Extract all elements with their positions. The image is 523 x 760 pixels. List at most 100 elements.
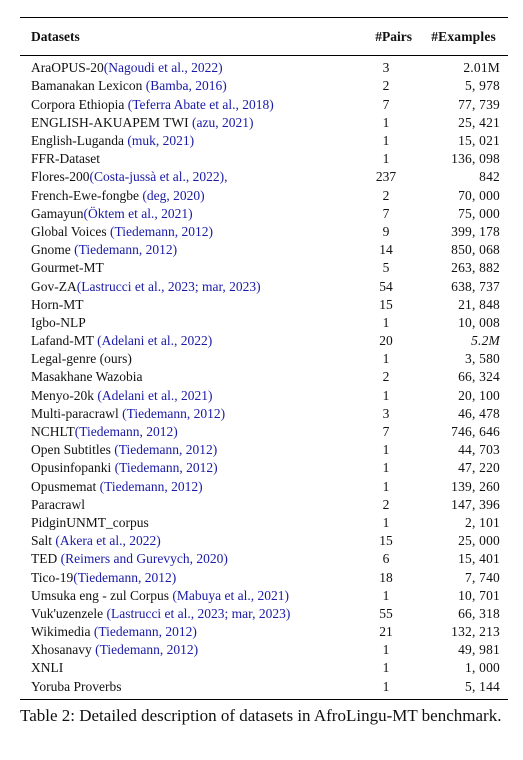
table-row: TED (Reimers and Gurevych, 2020) 6 15, 401 <box>20 550 508 568</box>
dataset-citation[interactable]: (Adelani et al., 2021) <box>97 388 212 403</box>
dataset-citation[interactable]: (Nagoudi et al., 2022) <box>104 60 223 75</box>
table-body: AraOPUS-20(Nagoudi et al., 2022) 3 2.01M Ba… <box>20 56 508 699</box>
dataset-name: Lafand-MT <box>31 333 94 348</box>
dataset-name-cell: ENGLISH-AKUAPEM TWI (azu, 2021) <box>20 115 356 131</box>
dataset-name: Global Voices <box>31 224 107 239</box>
dataset-name: Corpora Ethiopia <box>31 97 124 112</box>
dataset-name: English-Luganda <box>31 133 124 148</box>
dataset-citation[interactable]: (Tiedemann, 2012) <box>110 224 213 239</box>
table-row: Yoruba Proverbs 1 5, 144 <box>20 678 508 696</box>
pairs-cell: 18 <box>356 570 416 586</box>
pairs-cell: 54 <box>356 279 416 295</box>
table-row: Gourmet-MT 5 263, 882 <box>20 259 508 277</box>
dataset-name: Legal-genre (ours) <box>31 351 132 366</box>
examples-cell: 46, 478 <box>416 406 508 422</box>
dataset-name-cell: Yoruba Proverbs <box>20 679 356 695</box>
dataset-citation[interactable]: (Akera et al., 2022) <box>55 533 160 548</box>
datasets-table: Datasets #Pairs #Examples AraOPUS-20(Nag… <box>20 17 508 700</box>
examples-cell: 2.01M <box>416 60 508 76</box>
dataset-name: Bamanakan Lexicon <box>31 78 142 93</box>
pairs-cell: 1 <box>356 660 416 676</box>
examples-cell: 47, 220 <box>416 460 508 476</box>
dataset-citation[interactable]: (Lastrucci et al., 2023; mar, 2023) <box>106 606 290 621</box>
table-row: Opusmemat (Tiedemann, 2012) 1 139, 260 <box>20 478 508 496</box>
dataset-citation[interactable]: (Tiedemann, 2012) <box>115 460 218 475</box>
dataset-name-cell: Horn-MT <box>20 297 356 313</box>
dataset-citation[interactable]: (Tiedemann, 2012) <box>114 442 217 457</box>
dataset-name: Paracrawl <box>31 497 85 512</box>
dataset-citation[interactable]: (Mabuya et al., 2021) <box>172 588 289 603</box>
examples-cell: 15, 401 <box>416 551 508 567</box>
dataset-name-cell: TED (Reimers and Gurevych, 2020) <box>20 551 356 567</box>
pairs-cell: 14 <box>356 242 416 258</box>
pairs-cell: 2 <box>356 497 416 513</box>
pairs-cell: 15 <box>356 297 416 313</box>
dataset-name: Gamayun <box>31 206 83 221</box>
pairs-cell: 2 <box>356 78 416 94</box>
pairs-cell: 1 <box>356 588 416 604</box>
dataset-citation[interactable]: (Tiedemann, 2012) <box>73 570 176 585</box>
pairs-cell: 1 <box>356 642 416 658</box>
table-row: Bamanakan Lexicon (Bamba, 2016) 2 5, 978 <box>20 77 508 95</box>
dataset-name: Flores-200 <box>31 169 90 184</box>
dataset-name-cell: Menyo-20k (Adelani et al., 2021) <box>20 388 356 404</box>
dataset-citation[interactable]: (deg, 2020) <box>142 188 204 203</box>
dataset-citation[interactable]: (muk, 2021) <box>127 133 194 148</box>
table-row: Opusinfopanki (Tiedemann, 2012) 1 47, 220 <box>20 459 508 477</box>
dataset-name-cell: Opusmemat (Tiedemann, 2012) <box>20 479 356 495</box>
table-row: Tico-19(Tiedemann, 2012) 18 7, 740 <box>20 568 508 586</box>
table-row: Legal-genre (ours) 1 3, 580 <box>20 350 508 368</box>
dataset-citation[interactable]: (Öktem et al., 2021) <box>83 206 192 221</box>
table-caption: Table 2: Detailed description of dataset… <box>20 703 506 729</box>
pairs-cell: 7 <box>356 206 416 222</box>
dataset-name-cell: English-Luganda (muk, 2021) <box>20 133 356 149</box>
examples-cell: 1, 000 <box>416 660 508 676</box>
dataset-citation[interactable]: (Reimers and Gurevych, 2020) <box>61 551 228 566</box>
pairs-cell: 1 <box>356 479 416 495</box>
dataset-citation[interactable]: (Lastrucci et al., 2023; mar, 2023) <box>77 279 261 294</box>
table-row: NCHLT(Tiedemann, 2012) 7 746, 646 <box>20 423 508 441</box>
table-row: ENGLISH-AKUAPEM TWI (azu, 2021) 1 25, 421 <box>20 114 508 132</box>
dataset-name-cell: Paracrawl <box>20 497 356 513</box>
dataset-name-cell: Global Voices (Tiedemann, 2012) <box>20 224 356 240</box>
table-row: XNLI 1 1, 000 <box>20 659 508 677</box>
dataset-citation[interactable]: (Tiedemann, 2012) <box>100 479 203 494</box>
dataset-citation[interactable]: (Tiedemann, 2012) <box>122 406 225 421</box>
dataset-citation[interactable]: (Bamba, 2016) <box>146 78 227 93</box>
dataset-citation[interactable]: (Tiedemann, 2012) <box>75 424 178 439</box>
header-pairs: #Pairs <box>356 29 416 45</box>
dataset-citation[interactable]: (Tiedemann, 2012) <box>95 642 198 657</box>
pairs-cell: 7 <box>356 97 416 113</box>
dataset-name: Umsuka eng - zul Corpus <box>31 588 169 603</box>
table-row: Global Voices (Tiedemann, 2012) 9 399, 178 <box>20 223 508 241</box>
pairs-cell: 1 <box>356 351 416 367</box>
pairs-cell: 15 <box>356 533 416 549</box>
dataset-name: Igbo-NLP <box>31 315 86 330</box>
dataset-citation[interactable]: (Teferra Abate et al., 2018) <box>128 97 274 112</box>
dataset-name-cell: AraOPUS-20(Nagoudi et al., 2022) <box>20 60 356 76</box>
examples-cell: 70, 000 <box>416 188 508 204</box>
examples-cell: 25, 421 <box>416 115 508 131</box>
table-row: Corpora Ethiopia (Teferra Abate et al., … <box>20 96 508 114</box>
examples-cell: 66, 324 <box>416 369 508 385</box>
dataset-name-cell: Masakhane Wazobia <box>20 369 356 385</box>
dataset-name-cell: XNLI <box>20 660 356 676</box>
dataset-citation[interactable]: (Tiedemann, 2012) <box>74 242 177 257</box>
table-row: Multi-paracrawl (Tiedemann, 2012) 3 46, 47… <box>20 405 508 423</box>
pairs-cell: 9 <box>356 224 416 240</box>
pairs-cell: 21 <box>356 624 416 640</box>
dataset-name: Opusmemat <box>31 479 96 494</box>
dataset-name-cell: Multi-paracrawl (Tiedemann, 2012) <box>20 406 356 422</box>
examples-cell: 21, 848 <box>416 297 508 313</box>
examples-cell: 20, 100 <box>416 388 508 404</box>
table-row: Gov-ZA(Lastrucci et al., 2023; mar, 2023… <box>20 277 508 295</box>
dataset-name: XNLI <box>31 660 63 675</box>
pairs-cell: 3 <box>356 406 416 422</box>
dataset-citation[interactable]: (Adelani et al., 2022) <box>97 333 212 348</box>
dataset-citation[interactable]: (Costa-jussà et al., 2022), <box>90 169 228 184</box>
table-row: Menyo-20k (Adelani et al., 2021) 1 20, 100 <box>20 387 508 405</box>
dataset-citation[interactable]: (azu, 2021) <box>192 115 253 130</box>
dataset-citation[interactable]: (Tiedemann, 2012) <box>94 624 197 639</box>
dataset-name-cell: Umsuka eng - zul Corpus (Mabuya et al., … <box>20 588 356 604</box>
pairs-cell: 2 <box>356 188 416 204</box>
